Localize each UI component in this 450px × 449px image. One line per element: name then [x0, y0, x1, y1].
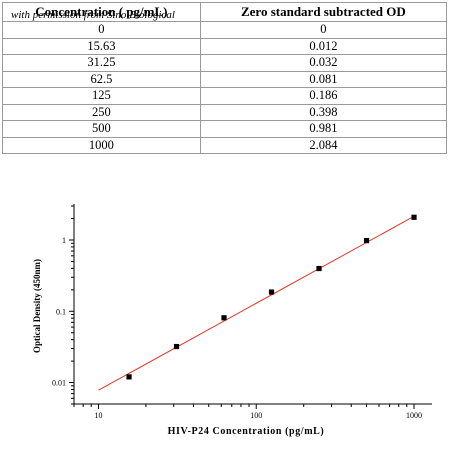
x-tick-label: 100 [250, 411, 262, 420]
x-axis-label: HIV-P24 Concentration (pg/mL) [168, 426, 325, 437]
x-tick-label: 1000 [406, 411, 422, 420]
cell-od: 0.012 [199, 37, 448, 55]
cell-od: 0.398 [199, 103, 448, 121]
table-row: 250 0.398 [2, 103, 448, 121]
y-tick-label: 0.1 [56, 307, 66, 316]
table-header-row: Concentration ( pg/mL) with permission f… [2, 2, 448, 22]
table-row: 15.63 0.012 [2, 37, 448, 55]
y-tick-label: 0.01 [52, 379, 66, 388]
y-tick-label: 1 [62, 236, 66, 245]
cell-concentration: 125 [2, 87, 201, 105]
cell-concentration: 15.63 [2, 37, 201, 55]
data-point [363, 237, 370, 244]
cell-concentration: 62.5 [2, 70, 201, 88]
data-points [126, 214, 417, 380]
table-row: 62.5 0.081 [2, 70, 448, 88]
data-point [316, 265, 322, 272]
table-row: 1000 2.084 [2, 136, 448, 154]
data-point [173, 343, 180, 350]
cell-concentration: 31.25 [2, 54, 201, 72]
chart-axes: 10 100 1000 0.01 0.1 1 [52, 204, 432, 420]
cell-concentration: 250 [2, 103, 201, 121]
permission-watermark: with permission from Sino Biological [11, 9, 175, 21]
cell-concentration: 1000 [2, 136, 201, 154]
cell-od: 0 [199, 21, 448, 39]
fit-line [98, 215, 415, 391]
column-header-concentration-label: Concentration ( pg/mL) [35, 4, 168, 19]
cell-od: 0.981 [199, 120, 448, 138]
column-header-concentration: Concentration ( pg/mL) with permission f… [2, 2, 201, 22]
standard-curve-chart: 10 100 1000 0.01 0.1 1 HIV-P24 Concentration … [32, 204, 432, 437]
cell-od: 0.081 [199, 70, 448, 88]
y-axis-label: Optical Density (450nm) [32, 259, 42, 353]
data-point [268, 289, 275, 295]
standard-curve-table: Concentration ( pg/mL) with permission f… [2, 2, 448, 154]
data-point [126, 374, 132, 380]
cell-od: 0.032 [199, 54, 448, 72]
cell-od: 2.084 [199, 136, 448, 154]
cell-concentration: 500 [2, 120, 201, 138]
table-row: 31.25 0.032 [2, 54, 448, 72]
column-header-od: Zero standard subtracted OD [199, 2, 448, 22]
cell-od: 0.186 [199, 87, 448, 105]
x-tick-label: 10 [94, 411, 102, 420]
table-row: 500 0.981 [2, 120, 448, 138]
data-point [221, 315, 227, 321]
data-point [411, 214, 417, 220]
table-row: 125 0.186 [2, 87, 448, 105]
